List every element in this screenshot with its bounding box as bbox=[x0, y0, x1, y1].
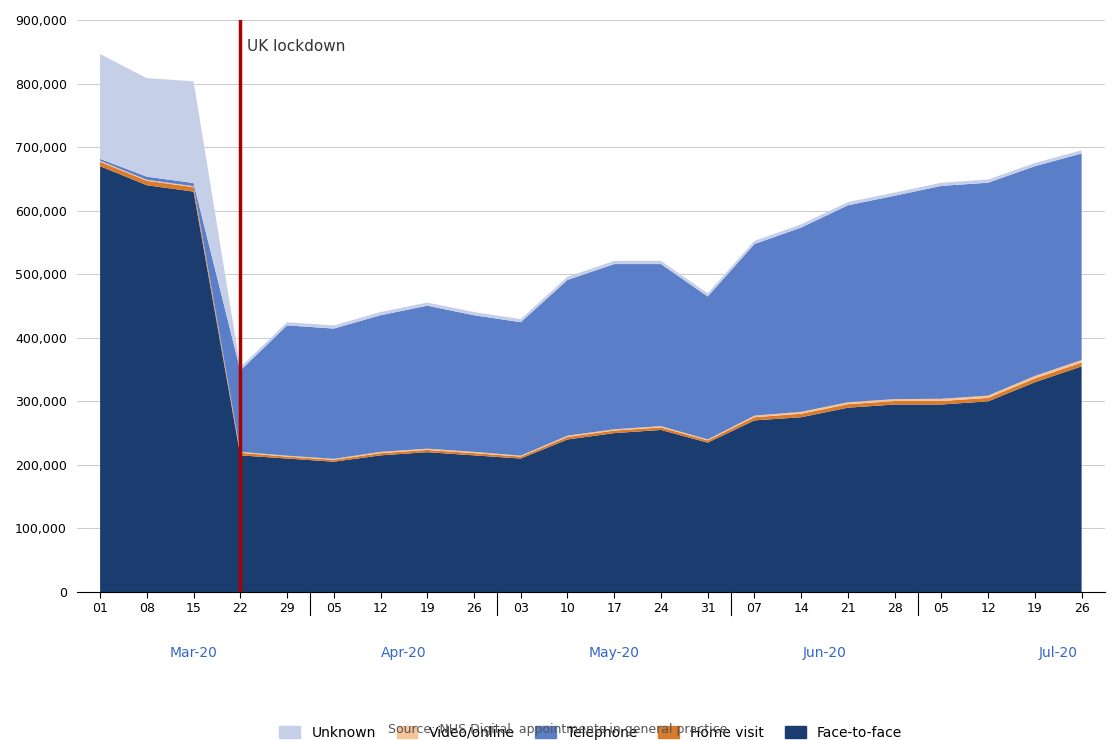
Legend: Unknown, Video/online, Telephone, Home visit, Face-to-face: Unknown, Video/online, Telephone, Home v… bbox=[274, 720, 908, 740]
Text: Source: NHS Digital, appointments in general practice.: Source: NHS Digital, appointments in gen… bbox=[389, 722, 731, 736]
Text: Jul-20: Jul-20 bbox=[1038, 646, 1077, 660]
Text: Jun-20: Jun-20 bbox=[803, 646, 847, 660]
Text: Mar-20: Mar-20 bbox=[169, 646, 217, 660]
Text: UK lockdown: UK lockdown bbox=[248, 39, 346, 54]
Text: Apr-20: Apr-20 bbox=[381, 646, 427, 660]
Text: May-20: May-20 bbox=[589, 646, 640, 660]
